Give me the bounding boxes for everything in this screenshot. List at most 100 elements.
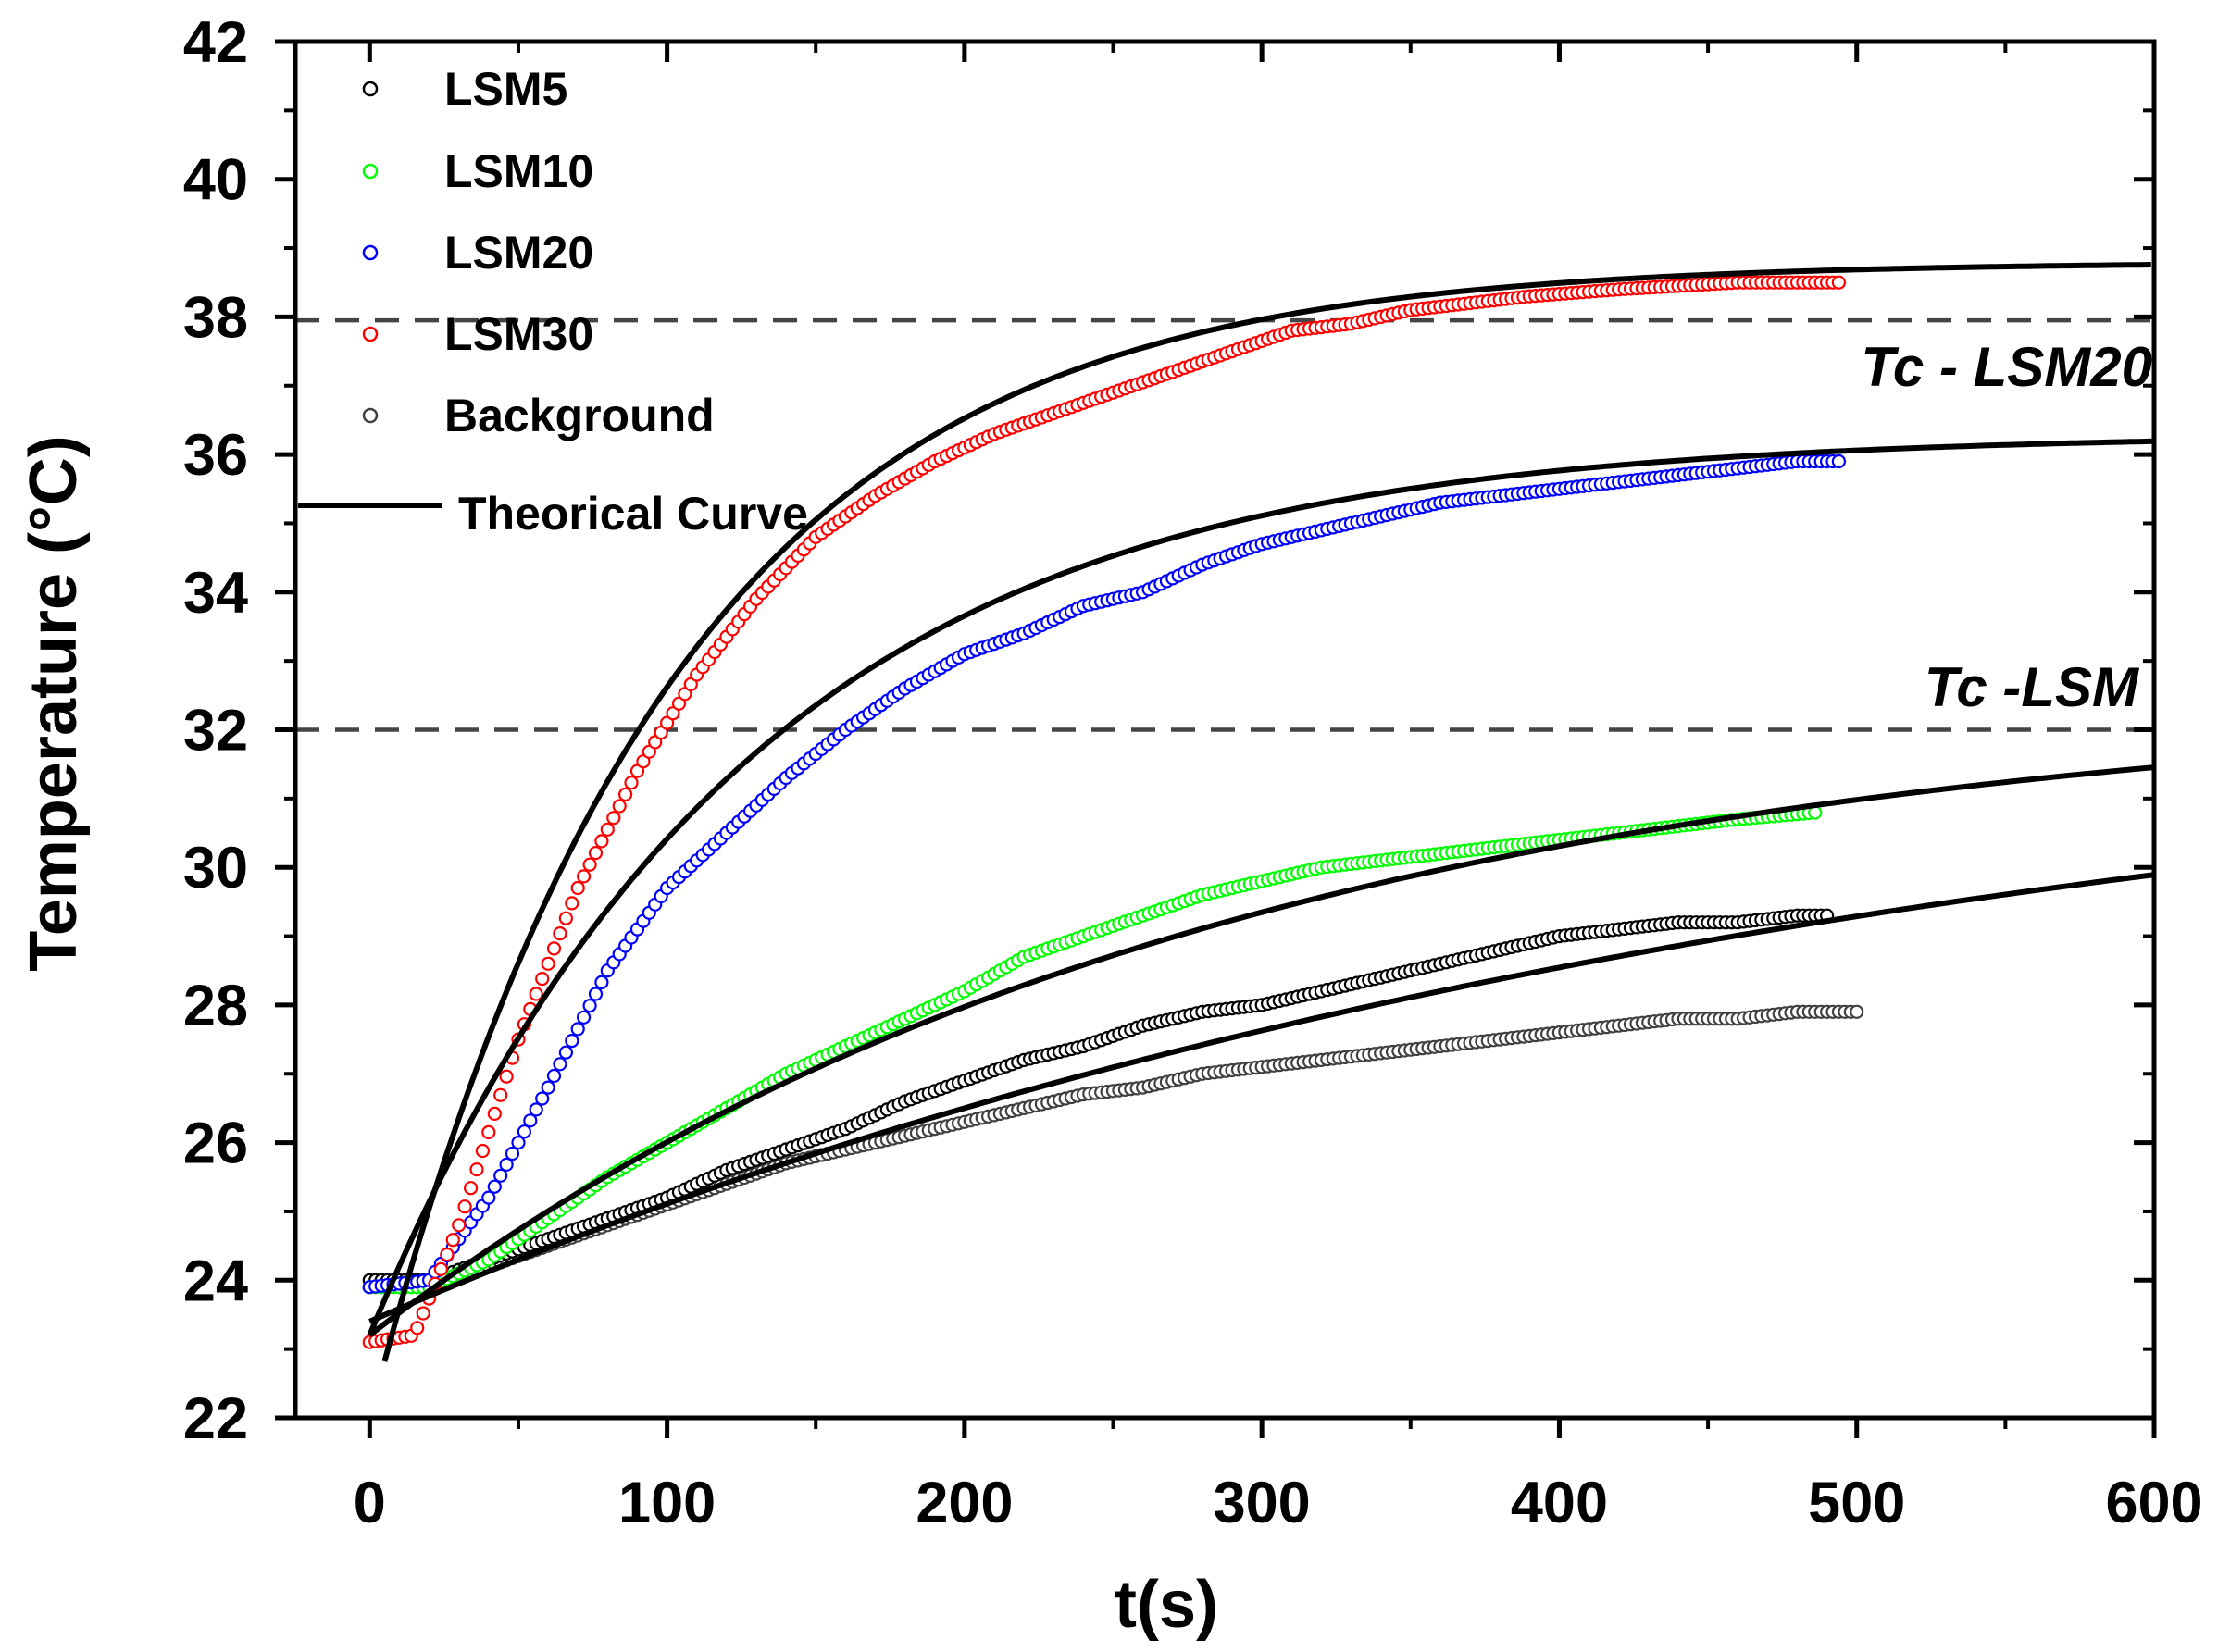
data-point (541, 1080, 555, 1095)
data-point (546, 1068, 562, 1084)
legend-item-lsm10: LSM10 (362, 145, 593, 197)
data-point (570, 1022, 585, 1037)
data-point (546, 941, 562, 956)
data-point (481, 1190, 496, 1205)
reference-lines (295, 317, 2154, 732)
data-point (410, 1321, 425, 1335)
y-tick-label: 40 (183, 148, 248, 213)
legend: LSM5 LSM10 LSM20 LSM30 Background Theorical C… (298, 63, 808, 540)
y-tick-label: 34 (183, 561, 248, 626)
data-point (535, 1091, 550, 1106)
series-lsm5 (362, 908, 1835, 1287)
data-point (606, 811, 621, 826)
data-point (612, 799, 627, 814)
annotation-tc-lsm20: Tc - LSM20 (1861, 336, 2152, 398)
data-point (440, 1247, 455, 1262)
data-point (535, 971, 550, 987)
y-tick-label: 30 (183, 836, 248, 901)
data-point (481, 1124, 496, 1140)
data-point (582, 998, 597, 1013)
legend-label: Theorical Curve (458, 488, 808, 540)
data-point (576, 869, 592, 884)
data-point (487, 1106, 502, 1122)
legend-marker-icon (362, 244, 379, 261)
legend-marker-icon (362, 407, 379, 424)
data-point (499, 1157, 514, 1173)
data-point (464, 1181, 479, 1196)
legend-item-lsm20: LSM20 (362, 227, 593, 279)
x-tick-label: 300 (1214, 1471, 1311, 1535)
data-point (416, 1306, 430, 1321)
x-axis-title: t(s) (1115, 1568, 1218, 1642)
data-point (565, 896, 579, 911)
y-axis-title: Temperature (°C) (17, 435, 91, 972)
data-point (594, 975, 609, 990)
legend-label: LSM30 (444, 308, 593, 360)
data-point (1831, 453, 1847, 469)
data-point (594, 834, 609, 849)
theory-curves (367, 262, 2155, 1362)
y-tick-label: 42 (183, 10, 248, 75)
data-point (523, 1113, 538, 1128)
legend-marker-icon (362, 326, 379, 342)
x-tick-label: 400 (1511, 1471, 1608, 1535)
data-point (469, 1161, 484, 1177)
y-tick-label: 38 (183, 285, 248, 350)
annotation-tc-lsm: Tc -LSM (1925, 656, 2140, 718)
legend-item-lsm5: LSM5 (362, 63, 567, 115)
legend-label: Background (444, 390, 715, 441)
theory-curve-lsm5 (368, 872, 2155, 1324)
x-tick-label: 500 (1808, 1471, 1905, 1535)
theory-curve-lsm30 (381, 262, 2151, 1362)
data-point (600, 822, 615, 837)
legend-label: LSM5 (444, 63, 567, 115)
data-point (529, 987, 543, 1001)
data-point (493, 1168, 508, 1183)
theory-curve-lsm10 (368, 764, 2155, 1338)
legend-label: LSM20 (444, 227, 593, 279)
data-point (487, 1179, 502, 1194)
data-point (529, 1102, 543, 1117)
data-point (505, 1146, 520, 1161)
data-point (576, 1010, 592, 1025)
y-tick-label: 22 (183, 1386, 248, 1451)
y-tick-label: 36 (183, 423, 248, 488)
legend-item-theorical-curve: Theorical Curve (298, 488, 808, 540)
data-point (475, 1143, 491, 1159)
data-point (570, 880, 585, 896)
y-tick-label: 24 (183, 1248, 248, 1313)
data-point (1850, 1004, 1864, 1019)
x-tick-label: 100 (618, 1471, 716, 1535)
data-point (511, 1135, 526, 1150)
data-point (445, 1233, 460, 1248)
y-tick-label: 32 (183, 699, 248, 764)
y-tick-label: 26 (183, 1112, 248, 1176)
legend-item-background: Background (362, 390, 715, 441)
data-point (517, 1124, 532, 1139)
data-point (452, 1218, 467, 1233)
axes: 0 100 200 300 400 500 600 22 24 26 28 30 32 34 36 38 40 4… (183, 10, 2203, 1535)
legend-item-lsm30: LSM30 (362, 308, 593, 360)
y-tick-label: 28 (183, 974, 248, 1038)
legend-marker-icon (362, 163, 379, 180)
data-point (493, 1087, 508, 1102)
data-point (499, 1069, 514, 1084)
data-point (457, 1199, 472, 1214)
data-point (588, 987, 604, 1001)
legend-marker-icon (362, 81, 379, 97)
data-point (582, 857, 597, 872)
data-point (588, 845, 604, 861)
data-point (617, 787, 633, 802)
x-tick-label: 200 (916, 1471, 1013, 1535)
data-point (666, 706, 680, 721)
theory-curve-lsm20 (367, 438, 2155, 1336)
series-lsm20 (362, 453, 1847, 1295)
data-point (624, 776, 639, 790)
data-point (541, 956, 555, 971)
data-point (553, 1057, 567, 1072)
data-point (1831, 275, 1847, 290)
x-tick-label: 600 (2105, 1471, 2202, 1535)
data-point (433, 1261, 448, 1277)
data-point (565, 1033, 579, 1049)
